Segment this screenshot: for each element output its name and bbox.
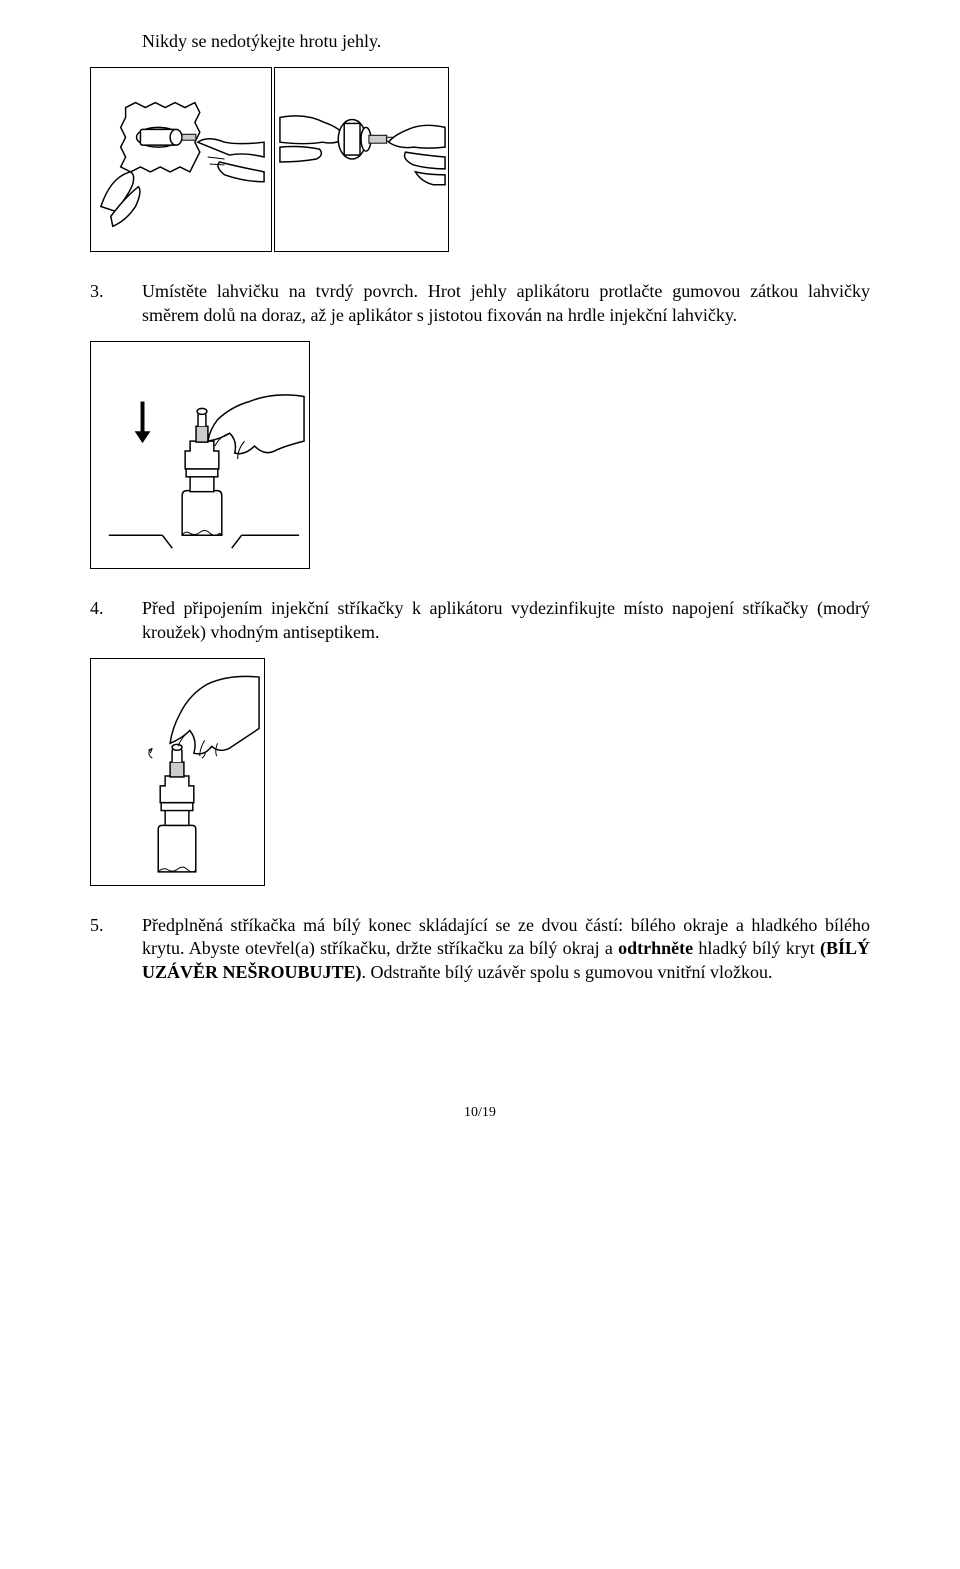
image-row-1 bbox=[90, 67, 870, 252]
item5-bold1: odtrhněte bbox=[618, 938, 693, 958]
list-text-3: Umístěte lahvičku na tvrdý povrch. Hrot … bbox=[142, 280, 870, 327]
list-number-3: 3. bbox=[90, 280, 142, 327]
list-number-4: 4. bbox=[90, 597, 142, 644]
needle-packet-icon bbox=[91, 67, 271, 252]
list-number-5: 5. bbox=[90, 914, 142, 984]
list-item-5: 5. Předplněná stříkačka má bílý konec sk… bbox=[90, 914, 870, 984]
item5-mid: hladký bílý kryt bbox=[693, 938, 820, 958]
image-row-3 bbox=[90, 658, 870, 886]
item5-after: . Odstraňte bílý uzávěr spolu s gumovou … bbox=[362, 962, 773, 982]
vial-press-icon bbox=[91, 341, 309, 569]
intro-paragraph: Nikdy se nedotýkejte hrotu jehly. bbox=[142, 30, 870, 53]
list-text-5: Předplněná stříkačka má bílý konec sklád… bbox=[142, 914, 870, 984]
figure-1-right bbox=[274, 67, 449, 252]
image-row-2 bbox=[90, 341, 870, 569]
page-number: 10/19 bbox=[90, 1104, 870, 1122]
needle-hold-icon bbox=[275, 67, 448, 252]
list-item-3: 3. Umístěte lahvičku na tvrdý povrch. Hr… bbox=[90, 280, 870, 327]
figure-3 bbox=[90, 341, 310, 569]
disinfect-icon bbox=[91, 658, 264, 886]
list-text-4: Před připojením injekční stříkačky k apl… bbox=[142, 597, 870, 644]
list-item-4: 4. Před připojením injekční stříkačky k … bbox=[90, 597, 870, 644]
figure-1-left bbox=[90, 67, 272, 252]
figure-4 bbox=[90, 658, 265, 886]
